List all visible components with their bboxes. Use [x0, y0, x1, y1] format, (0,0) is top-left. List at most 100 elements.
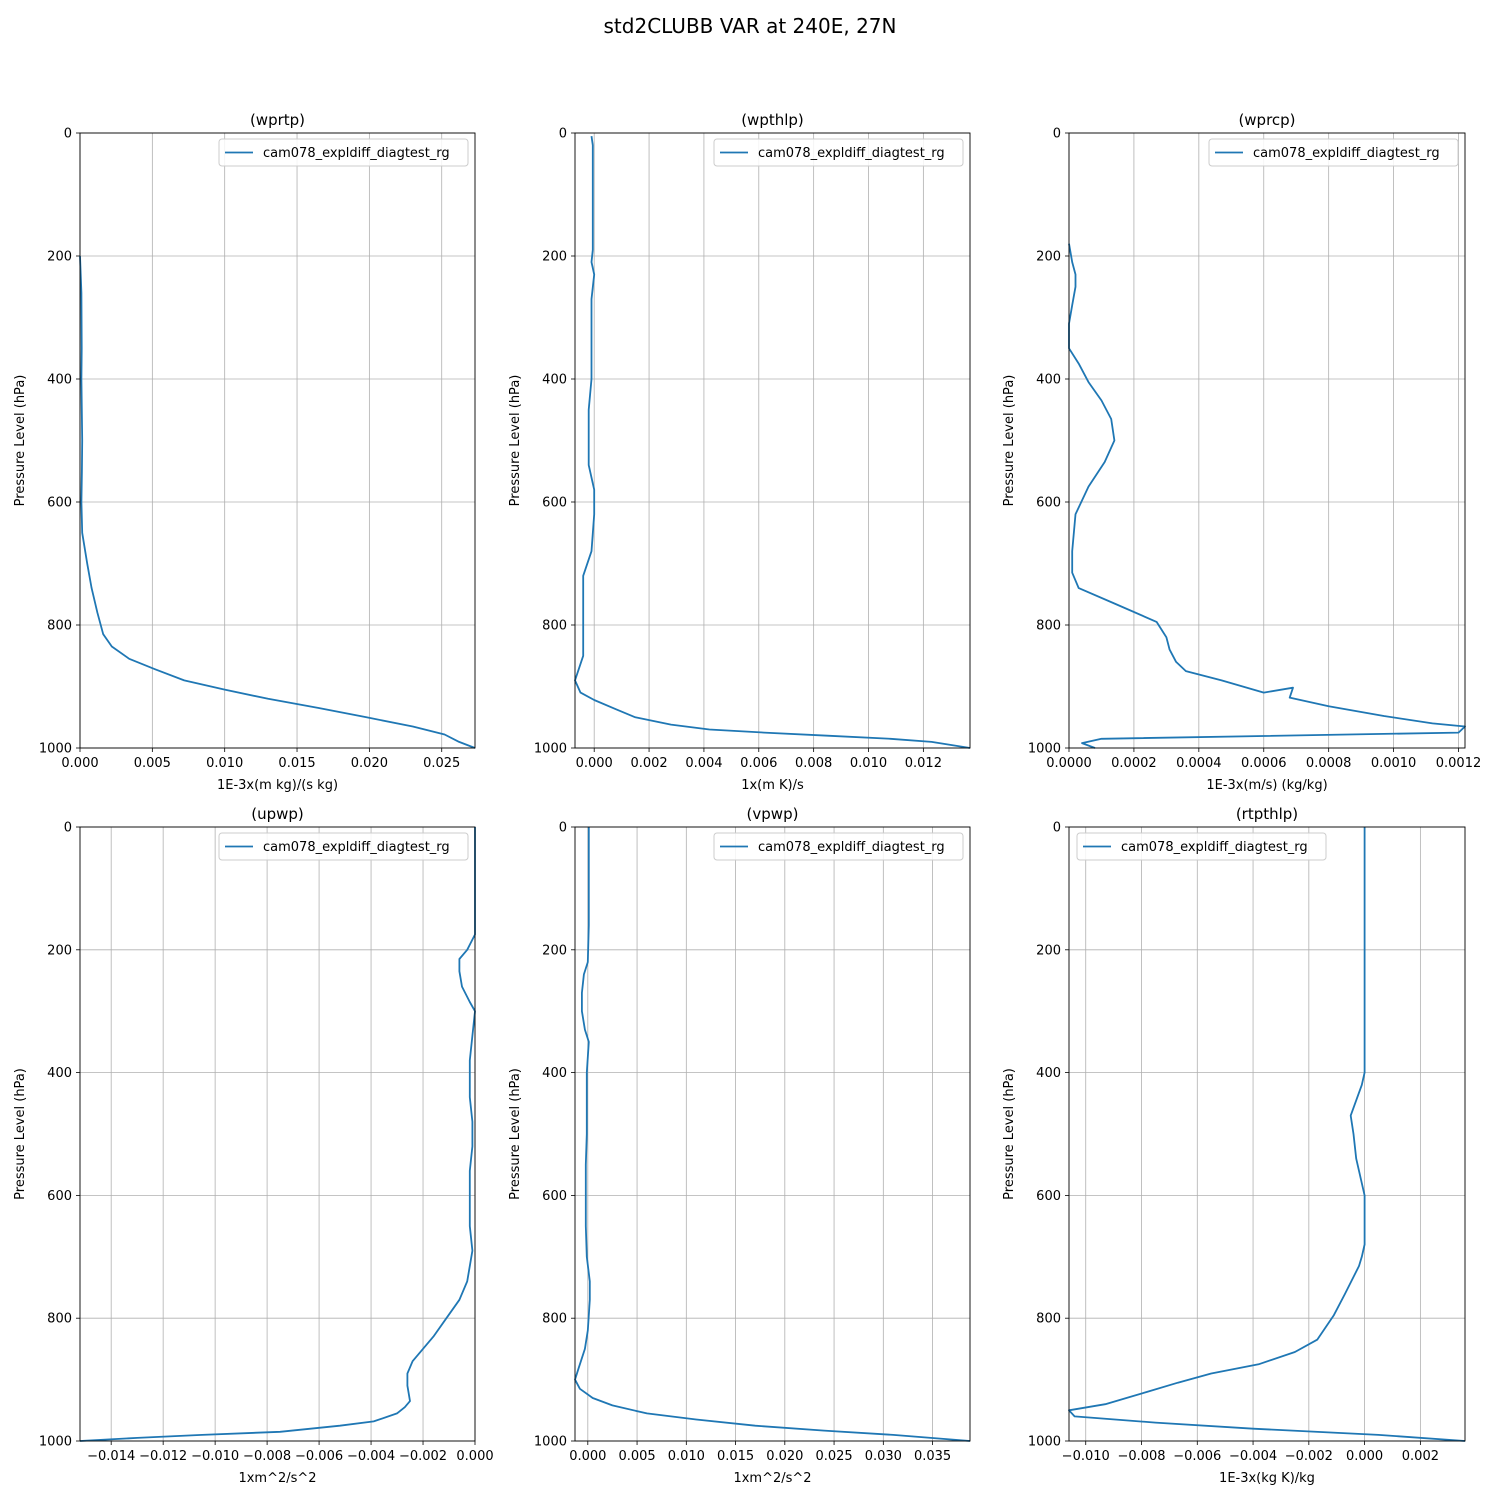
y-tick-label: 800 — [542, 619, 567, 634]
x-tick-label: 0.025 — [423, 756, 460, 771]
x-axis-label: 1E-3x(m/s) (kg/kg) — [1206, 778, 1327, 793]
y-tick-label: 400 — [1036, 373, 1061, 388]
x-tick-label: 0.035 — [914, 1449, 951, 1464]
y-tick-label: 400 — [542, 1066, 567, 1081]
legend-box — [1208, 138, 1459, 167]
figure-title: std2CLUBB VAR at 240E, 27N — [603, 14, 897, 38]
x-tick-label: −0.012 — [139, 1449, 187, 1464]
legend: cam078_expldiff_diagtest_rg — [218, 138, 469, 167]
x-tick-label: 0.025 — [815, 1449, 852, 1464]
y-tick-label: 0 — [64, 127, 72, 142]
x-tick-label: 0.0012 — [1436, 756, 1482, 771]
x-tick-label: −0.008 — [243, 1449, 291, 1464]
x-tick-label: 0.015 — [278, 756, 315, 771]
x-tick-label: 0.0000 — [1046, 756, 1092, 771]
subplot-title: (wprtp) — [250, 111, 305, 129]
series-line — [79, 255, 476, 749]
axes-frame — [1068, 132, 1466, 749]
y-tick-label: 800 — [47, 1312, 72, 1327]
legend-box — [1076, 832, 1327, 861]
x-tick-label: −0.004 — [347, 1449, 395, 1464]
subplot-title: (rtpthlp) — [1236, 805, 1298, 823]
y-tick-label: 200 — [542, 250, 567, 265]
x-tick-label: 0.008 — [795, 756, 832, 771]
y-tick-label: 800 — [1036, 619, 1061, 634]
y-tick-label: 400 — [47, 373, 72, 388]
x-tick-label: 0.002 — [630, 756, 667, 771]
axes-frame — [574, 826, 971, 1442]
x-tick-label: 0.006 — [740, 756, 777, 771]
x-tick-label: −0.004 — [1229, 1449, 1277, 1464]
x-tick-label: 0.005 — [134, 756, 171, 771]
y-tick-label: 600 — [542, 496, 567, 511]
x-axis-label: 1xm^2/s^2 — [733, 1471, 811, 1486]
y-tick-label: 1000 — [534, 1435, 567, 1450]
x-tick-label: 0.010 — [850, 756, 887, 771]
y-tick-label: 400 — [542, 373, 567, 388]
subplot-wprtp: 0.000 0.005 0.010 0.015 0.020 0.025 0 200 400 600… — [13, 111, 476, 793]
y-tick-label: 400 — [47, 1066, 72, 1081]
legend-label: cam078_expldiff_diagtest_rg — [263, 146, 450, 161]
legend-label: cam078_expldiff_diagtest_rg — [758, 146, 945, 161]
y-tick-label: 1000 — [39, 1435, 72, 1450]
subplot-title: (vpwp) — [747, 805, 799, 823]
subplot-upwp: −0.014 −0.012 −0.010 −0.008 −0.006 −0.004 −0.0… — [13, 805, 494, 1486]
x-tick-label: 0.000 — [61, 756, 98, 771]
legend-box — [218, 832, 469, 861]
y-tick-label: 200 — [1036, 250, 1061, 265]
subplot-wpthlp: 0.000 0.002 0.004 0.006 0.008 0.010 0.012 0 200 4… — [508, 111, 971, 793]
x-tick-label: 0.0010 — [1371, 756, 1417, 771]
y-tick-label: 600 — [47, 496, 72, 511]
y-tick-label: 200 — [47, 943, 72, 958]
legend: cam078_expldiff_diagtest_rg — [713, 832, 964, 861]
x-tick-label: 0.020 — [351, 756, 388, 771]
y-tick-label: 200 — [1036, 943, 1061, 958]
y-tick-label: 600 — [542, 1189, 567, 1204]
x-tick-label: −0.008 — [1117, 1449, 1165, 1464]
axes-frame — [79, 132, 476, 749]
legend-label: cam078_expldiff_diagtest_rg — [1253, 146, 1440, 161]
y-axis-label: Pressure Level (hPa) — [508, 1068, 523, 1200]
subplot-vpwp: 0.000 0.005 0.010 0.015 0.020 0.025 0.030 0.035… — [508, 805, 971, 1486]
legend: cam078_expldiff_diagtest_rg — [713, 138, 964, 167]
y-tick-label: 200 — [47, 250, 72, 265]
subplot-wprcp: 0.0000 0.0002 0.0004 0.0006 0.0008 0.0010 0.00… — [1002, 111, 1481, 793]
series-line — [574, 135, 971, 749]
x-tick-label: 0.030 — [865, 1449, 902, 1464]
y-tick-label: 1000 — [1028, 1435, 1061, 1450]
x-axis-label: 1xm^2/s^2 — [238, 1471, 316, 1486]
subplot-title: (wpthlp) — [741, 111, 804, 129]
x-axis-label: 1E-3x(m kg)/(s kg) — [217, 778, 338, 793]
series-line — [1068, 243, 1466, 749]
x-tick-label: 0.012 — [905, 756, 942, 771]
x-tick-label: 0.000 — [456, 1449, 493, 1464]
series-line — [574, 827, 971, 1442]
x-tick-label: 0.010 — [206, 756, 243, 771]
x-tick-label: −0.006 — [295, 1449, 343, 1464]
y-tick-label: 400 — [1036, 1066, 1061, 1081]
legend-label: cam078_expldiff_diagtest_rg — [263, 840, 450, 855]
x-axis-label: 1x(m K)/s — [741, 778, 804, 793]
y-tick-label: 800 — [47, 619, 72, 634]
y-tick-label: 600 — [1036, 496, 1061, 511]
y-tick-label: 1000 — [534, 742, 567, 757]
axes-frame — [79, 826, 476, 1442]
y-axis-label: Pressure Level (hPa) — [13, 1068, 28, 1200]
y-tick-label: 800 — [542, 1312, 567, 1327]
legend-label: cam078_expldiff_diagtest_rg — [758, 840, 945, 855]
x-tick-label: −0.014 — [87, 1449, 135, 1464]
legend-label: cam078_expldiff_diagtest_rg — [1121, 840, 1308, 855]
y-tick-label: 0 — [559, 821, 567, 836]
x-tick-label: 0.002 — [1402, 1449, 1439, 1464]
x-tick-label: −0.010 — [191, 1449, 239, 1464]
y-tick-label: 0 — [559, 127, 567, 142]
x-tick-label: 0.0006 — [1241, 756, 1287, 771]
y-tick-label: 800 — [1036, 1312, 1061, 1327]
y-tick-label: 200 — [542, 943, 567, 958]
series-line — [79, 827, 476, 1442]
series-line — [1068, 827, 1466, 1442]
y-axis-label: Pressure Level (hPa) — [508, 375, 523, 507]
x-tick-label: 0.0004 — [1176, 756, 1222, 771]
x-tick-label: 0.000 — [1346, 1449, 1383, 1464]
